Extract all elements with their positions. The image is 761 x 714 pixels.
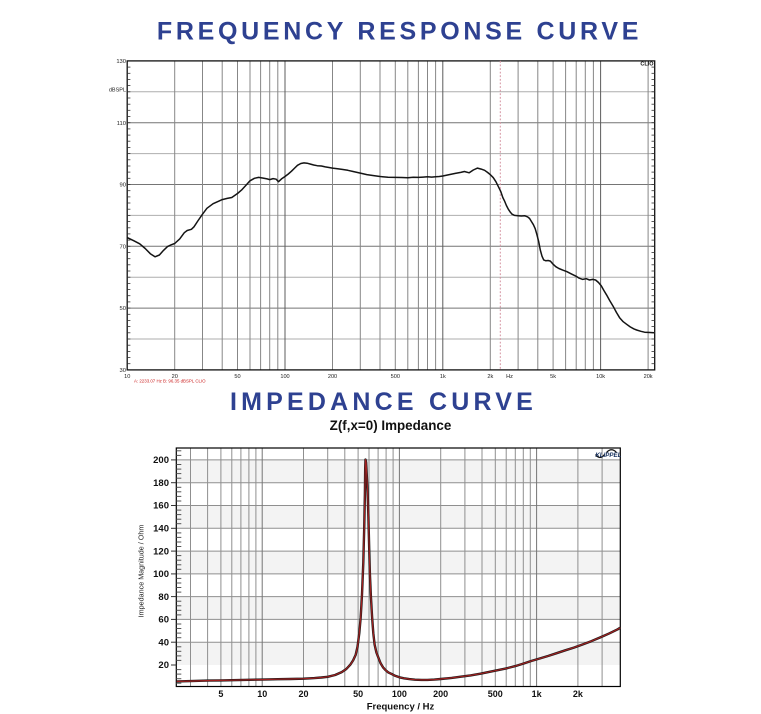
svg-text:Impedance Magnitude / Ohm: Impedance Magnitude / Ohm: [137, 525, 146, 618]
svg-text:10: 10: [257, 689, 267, 699]
svg-text:180: 180: [153, 478, 169, 489]
svg-text:130: 130: [116, 59, 126, 65]
svg-text:CLIO: CLIO: [640, 62, 654, 68]
svg-text:50: 50: [234, 374, 240, 380]
svg-text:30: 30: [120, 368, 126, 374]
svg-text:1k: 1k: [440, 374, 446, 380]
svg-text:160: 160: [153, 501, 169, 512]
svg-text:140: 140: [153, 524, 169, 535]
svg-text:20: 20: [172, 374, 178, 380]
svg-text:1k: 1k: [532, 689, 543, 699]
svg-text:A: 2233.07 Hz B: 96.35 dBSPL: A: 2233.07 Hz B: 96.35 dBSPL CLIO: [134, 379, 206, 384]
svg-text:40: 40: [158, 637, 169, 648]
svg-text:2k: 2k: [487, 374, 493, 380]
svg-text:FREQUENCY RESPONSE CURVE: FREQUENCY RESPONSE CURVE: [157, 18, 642, 46]
svg-text:200: 200: [328, 374, 337, 380]
svg-text:IMPEDANCE CURVE: IMPEDANCE CURVE: [230, 388, 537, 416]
svg-text:20: 20: [298, 689, 308, 699]
svg-text:90: 90: [120, 183, 126, 189]
svg-text:Z(f,x=0) Impedance: Z(f,x=0) Impedance: [330, 418, 452, 433]
svg-text:Hz: Hz: [506, 374, 513, 380]
svg-text:20: 20: [158, 660, 169, 671]
svg-text:Frequency / Hz: Frequency / Hz: [367, 702, 435, 713]
svg-text:110: 110: [117, 121, 126, 127]
svg-text:100: 100: [153, 569, 169, 580]
svg-text:50: 50: [120, 306, 126, 312]
svg-text:50: 50: [353, 689, 363, 699]
svg-text:10k: 10k: [596, 374, 605, 380]
svg-text:KLIPPEL: KLIPPEL: [595, 452, 621, 459]
svg-text:200: 200: [153, 455, 169, 466]
svg-text:2k: 2k: [573, 689, 584, 699]
svg-text:10: 10: [124, 374, 130, 380]
svg-text:20k: 20k: [644, 374, 653, 380]
svg-text:100: 100: [392, 689, 407, 699]
svg-text:80: 80: [158, 592, 169, 603]
svg-text:70: 70: [120, 244, 126, 250]
svg-text:100: 100: [280, 374, 289, 380]
svg-text:60: 60: [158, 615, 169, 626]
svg-text:200: 200: [433, 689, 448, 699]
svg-text:5k: 5k: [550, 374, 556, 380]
svg-text:5: 5: [218, 689, 223, 699]
svg-text:500: 500: [488, 689, 503, 699]
svg-text:dBSPL: dBSPL: [109, 88, 126, 94]
svg-text:120: 120: [153, 546, 169, 557]
svg-text:500: 500: [391, 374, 400, 380]
